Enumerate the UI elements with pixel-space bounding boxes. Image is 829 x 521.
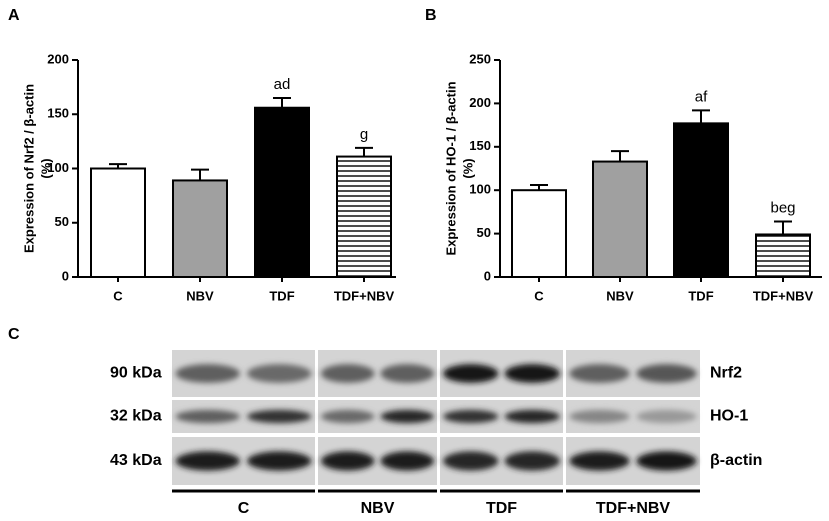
x-tick-label: TDF+NBV bbox=[753, 288, 814, 303]
y-tick-label: 200 bbox=[469, 95, 491, 110]
x-tick-label: TDF bbox=[688, 288, 713, 303]
blot-band bbox=[247, 451, 312, 471]
x-tick-label: NBV bbox=[606, 288, 634, 303]
y-tick-label: 250 bbox=[469, 51, 491, 66]
panel-label: C bbox=[8, 326, 20, 343]
protein-label: HO-1 bbox=[710, 408, 748, 425]
significance-label: ad bbox=[274, 76, 291, 93]
blot-band bbox=[320, 364, 375, 383]
x-tick-label: NBV bbox=[186, 288, 214, 303]
bar bbox=[592, 160, 648, 278]
y-axis-label: (%) bbox=[460, 158, 475, 178]
blot-band bbox=[320, 409, 375, 424]
western-blot bbox=[172, 350, 700, 485]
blot-band bbox=[504, 409, 560, 424]
blot-band bbox=[380, 409, 435, 424]
bar bbox=[755, 233, 811, 279]
y-tick-label: 0 bbox=[484, 268, 491, 283]
y-tick-label: 150 bbox=[469, 138, 491, 153]
group-label: TDF bbox=[486, 500, 517, 517]
x-tick-label: C bbox=[534, 288, 544, 303]
blot-band bbox=[636, 451, 697, 471]
y-tick-label: 0 bbox=[62, 268, 69, 283]
y-tick-label: 200 bbox=[47, 51, 69, 66]
blot-band bbox=[247, 409, 312, 424]
molecular-weight-label: 32 kDa bbox=[110, 408, 162, 425]
y-axis-label: (%) bbox=[38, 158, 53, 178]
blot-band bbox=[443, 451, 499, 471]
y-tick-label: 150 bbox=[47, 106, 69, 121]
bar bbox=[90, 167, 146, 278]
blot-band bbox=[569, 409, 630, 424]
blot-band bbox=[175, 409, 240, 424]
panel-label: B bbox=[425, 7, 437, 24]
y-tick-label: 50 bbox=[477, 225, 491, 240]
y-tick-label: 100 bbox=[47, 160, 69, 175]
y-tick-label: 100 bbox=[469, 182, 491, 197]
bar bbox=[336, 155, 392, 278]
bar bbox=[254, 106, 310, 278]
significance-label: g bbox=[360, 126, 368, 143]
y-tick-label: 50 bbox=[55, 214, 69, 229]
x-tick-label: TDF bbox=[269, 288, 294, 303]
blot-band bbox=[443, 409, 499, 424]
molecular-weight-label: 43 kDa bbox=[110, 452, 162, 469]
blot-band bbox=[504, 451, 560, 471]
blot-band bbox=[569, 451, 630, 471]
y-axis-label: Expression of Nrf2 / β-actin bbox=[21, 84, 36, 253]
blot-band bbox=[443, 364, 499, 383]
blot-band bbox=[636, 364, 697, 383]
blot-band bbox=[380, 364, 435, 383]
panel-label: A bbox=[8, 7, 20, 24]
blot-band bbox=[247, 364, 312, 383]
x-tick-label: TDF+NBV bbox=[334, 288, 395, 303]
bar bbox=[673, 122, 729, 278]
protein-label: Nrf2 bbox=[710, 365, 742, 382]
blot-band bbox=[569, 364, 630, 383]
group-label: TDF+NBV bbox=[596, 500, 671, 517]
blot-band bbox=[175, 364, 240, 383]
significance-label: af bbox=[695, 88, 708, 105]
blot-band bbox=[504, 364, 560, 383]
molecular-weight-label: 90 kDa bbox=[110, 365, 162, 382]
blot-band bbox=[320, 451, 375, 471]
blot-band bbox=[380, 451, 435, 471]
group-label: NBV bbox=[361, 500, 395, 517]
bar bbox=[511, 189, 567, 278]
protein-label: β-actin bbox=[710, 452, 762, 469]
x-tick-label: C bbox=[113, 288, 123, 303]
blot-band bbox=[175, 451, 240, 471]
blot-band bbox=[636, 409, 697, 424]
group-label: C bbox=[238, 500, 250, 517]
significance-label: beg bbox=[770, 199, 795, 216]
bar bbox=[172, 179, 228, 278]
y-axis-label: Expression of HO-1 / β-actin bbox=[443, 81, 458, 255]
